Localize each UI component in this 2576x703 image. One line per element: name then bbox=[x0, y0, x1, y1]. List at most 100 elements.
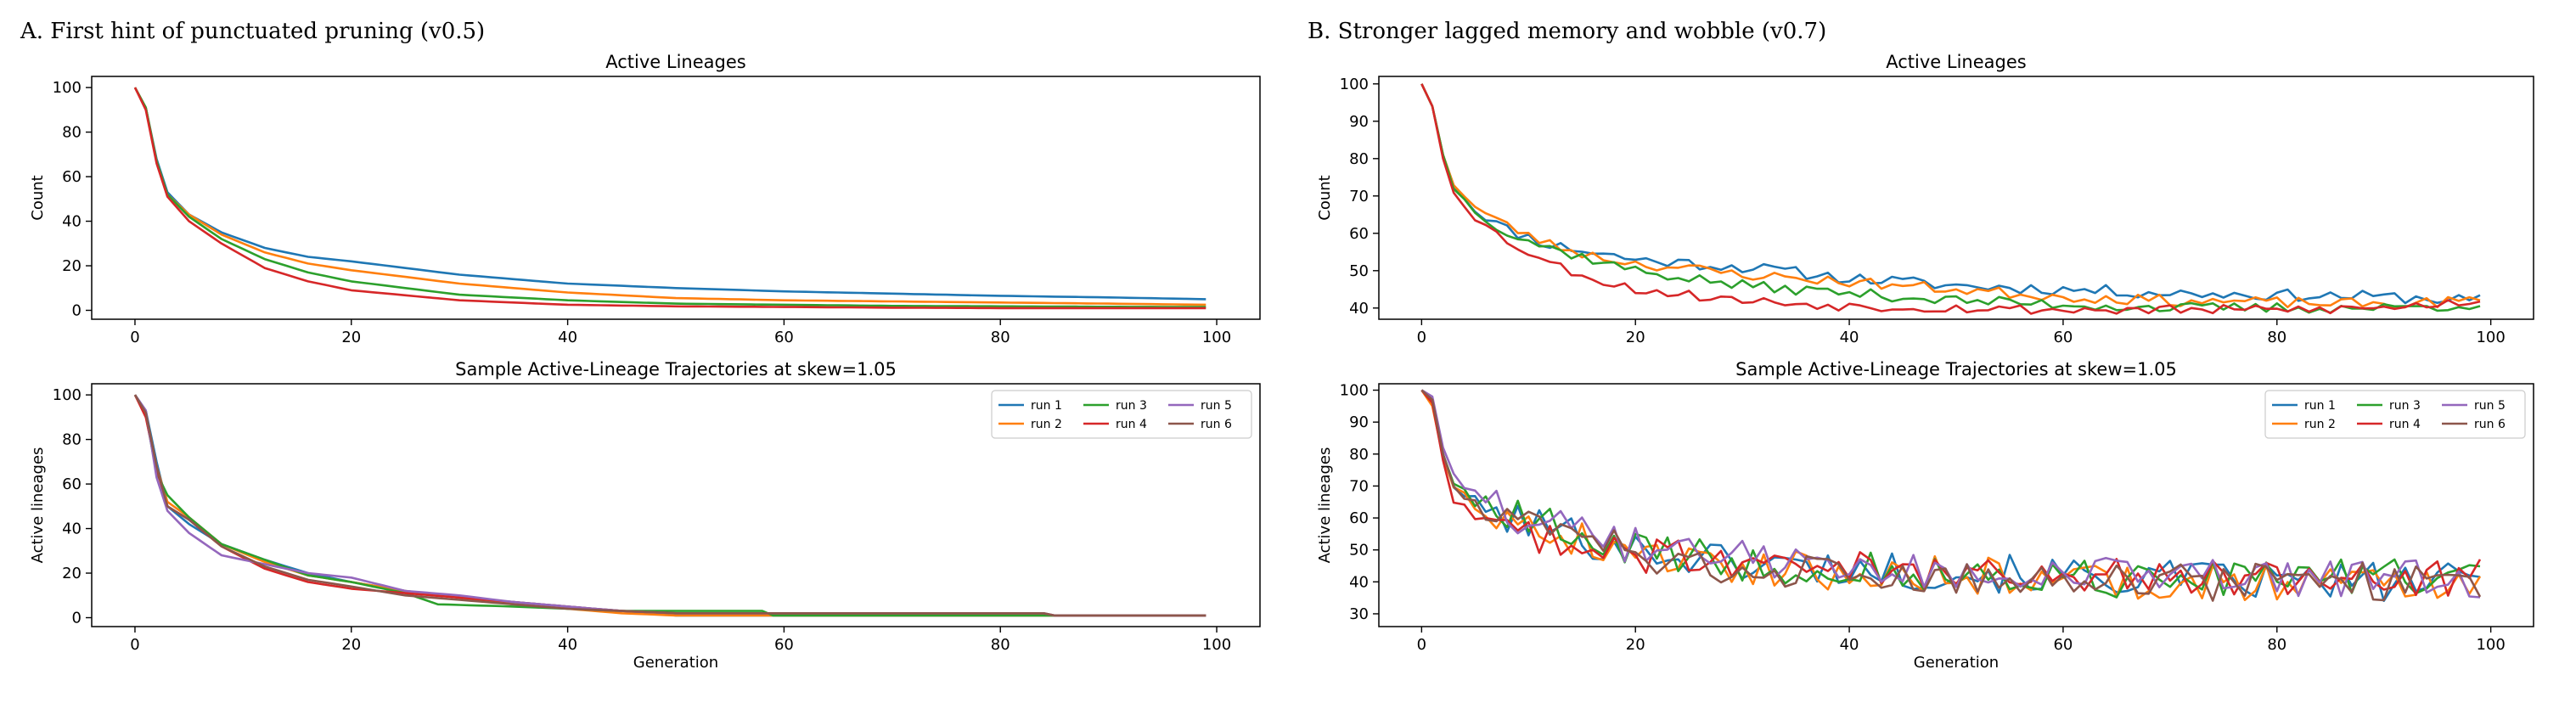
x-axis-label: Generation bbox=[1914, 654, 1999, 672]
legend-frame bbox=[991, 390, 1252, 439]
y-tick-label: 0 bbox=[72, 302, 82, 320]
y-tick-label: 90 bbox=[1349, 413, 1369, 431]
panel-b-title: B. Stronger lagged memory and wobble (v0… bbox=[1308, 19, 1827, 44]
series-line-3 bbox=[133, 87, 1206, 308]
y-tick-label: 0 bbox=[72, 610, 82, 627]
x-tick-label: 40 bbox=[1840, 636, 1859, 654]
x-tick-label: 20 bbox=[341, 636, 361, 654]
y-tick-label: 60 bbox=[62, 475, 82, 493]
y-tick-label: 20 bbox=[62, 257, 82, 275]
y-tick-label: 70 bbox=[1349, 477, 1369, 495]
legend-label: run 1 bbox=[2304, 399, 2336, 413]
y-tick-label: 90 bbox=[1349, 113, 1369, 131]
x-tick-label: 40 bbox=[1840, 329, 1859, 346]
x-tick-label: 100 bbox=[1202, 636, 1231, 654]
y-tick-label: 100 bbox=[1340, 382, 1369, 400]
y-tick-label: 60 bbox=[1349, 225, 1369, 243]
series-line-3 bbox=[1420, 83, 2481, 314]
legend: run 1 run 2 run 3 run 4 run 5 run 6 bbox=[991, 390, 1252, 439]
x-tick-label: 60 bbox=[2053, 636, 2073, 654]
x-axis-label: Generation bbox=[633, 654, 718, 672]
series-line-2 bbox=[133, 87, 1206, 307]
legend-label: run 5 bbox=[2474, 399, 2506, 413]
legend: run 1 run 2 run 3 run 4 run 5 run 6 bbox=[2264, 390, 2526, 439]
x-tick-label: 100 bbox=[1202, 329, 1231, 346]
series-line-run-6 bbox=[133, 394, 1206, 617]
y-tick-label: 100 bbox=[1340, 76, 1369, 93]
chart-title: Sample Active-Lineage Trajectories at sk… bbox=[1735, 359, 2177, 380]
x-tick-label: 20 bbox=[1626, 329, 1645, 346]
y-axis-label: Count bbox=[29, 175, 47, 220]
chart-3: Active Lineages Count 0 20 40 60 80 100 40 50 60 70… bbox=[1316, 52, 2534, 346]
y-tick-label: 40 bbox=[1349, 300, 1369, 318]
legend-label: run 3 bbox=[2389, 399, 2421, 413]
series-group bbox=[133, 394, 1206, 617]
y-tick-label: 100 bbox=[53, 386, 82, 404]
chart-title: Active Lineages bbox=[605, 52, 745, 72]
y-tick-label: 40 bbox=[1349, 573, 1369, 591]
y-tick-label: 40 bbox=[62, 213, 82, 231]
chart-title: Active Lineages bbox=[1886, 52, 2026, 72]
y-tick-label: 80 bbox=[1349, 446, 1369, 464]
x-tick-label: 100 bbox=[2476, 329, 2505, 346]
chart-1: Active Lineages Count 0 20 40 60 80 100 0 20 40 60 8… bbox=[29, 52, 1261, 346]
x-tick-label: 0 bbox=[130, 329, 139, 346]
x-tick-label: 0 bbox=[1417, 636, 1426, 654]
y-tick-label: 80 bbox=[62, 431, 82, 449]
y-tick-label: 20 bbox=[62, 565, 82, 582]
series-line-1 bbox=[1420, 83, 2481, 305]
series-line-4 bbox=[133, 87, 1206, 310]
y-tick-label: 100 bbox=[53, 79, 82, 97]
plot-frame bbox=[91, 383, 1261, 627]
y-tick-label: 60 bbox=[1349, 509, 1369, 527]
legend-label: run 2 bbox=[2304, 418, 2336, 431]
y-tick-label: 50 bbox=[1349, 542, 1369, 560]
x-tick-label: 80 bbox=[991, 636, 1010, 654]
chart-title: Sample Active-Lineage Trajectories at sk… bbox=[455, 359, 897, 380]
legend-label: run 4 bbox=[2389, 418, 2421, 431]
series-group bbox=[1420, 389, 2482, 603]
series-line-run-6 bbox=[1420, 389, 2482, 602]
plot-frame bbox=[1378, 383, 2534, 627]
x-tick-label: 0 bbox=[1417, 329, 1426, 346]
x-tick-label: 60 bbox=[774, 329, 794, 346]
panel-a-title: A. First hint of punctuated pruning (v0.… bbox=[20, 19, 486, 44]
y-axis-label: Active lineages bbox=[29, 447, 47, 564]
y-axis-label: Count bbox=[1316, 175, 1334, 220]
series-line-run-3 bbox=[133, 394, 1206, 617]
series-line-4 bbox=[1420, 83, 2481, 315]
x-tick-label: 20 bbox=[1626, 636, 1645, 654]
series-line-2 bbox=[1420, 83, 2481, 310]
x-tick-label: 100 bbox=[2476, 636, 2505, 654]
x-tick-label: 40 bbox=[558, 329, 577, 346]
x-tick-label: 20 bbox=[341, 329, 361, 346]
chart-4: Sample Active-Lineage Trajectories at sk… bbox=[1316, 359, 2534, 672]
y-tick-label: 60 bbox=[62, 168, 82, 186]
y-tick-label: 40 bbox=[62, 520, 82, 538]
plot-frame bbox=[1378, 76, 2534, 320]
y-tick-label: 30 bbox=[1349, 605, 1369, 623]
legend-label: run 1 bbox=[1031, 399, 1062, 413]
legend-label: run 6 bbox=[1201, 418, 1232, 431]
chart-2: Sample Active-Lineage Trajectories at sk… bbox=[29, 359, 1261, 672]
y-axis-label: Active lineages bbox=[1316, 447, 1334, 564]
series-group bbox=[1420, 83, 2481, 315]
y-tick-label: 80 bbox=[1349, 150, 1369, 168]
legend-label: run 4 bbox=[1116, 418, 1147, 431]
y-tick-label: 70 bbox=[1349, 188, 1369, 205]
series-line-1 bbox=[133, 87, 1206, 301]
x-tick-label: 60 bbox=[774, 636, 794, 654]
series-group bbox=[133, 87, 1206, 310]
x-tick-label: 60 bbox=[2053, 329, 2073, 346]
x-tick-label: 80 bbox=[991, 329, 1010, 346]
x-tick-label: 80 bbox=[2267, 636, 2286, 654]
legend-label: run 6 bbox=[2474, 418, 2506, 431]
legend-frame bbox=[2264, 390, 2526, 439]
series-line-run-5 bbox=[1420, 389, 2481, 599]
y-tick-label: 50 bbox=[1349, 262, 1369, 280]
x-tick-label: 0 bbox=[130, 636, 139, 654]
legend-label: run 2 bbox=[1031, 418, 1062, 431]
legend-label: run 3 bbox=[1116, 399, 1147, 413]
y-tick-label: 80 bbox=[62, 124, 82, 142]
